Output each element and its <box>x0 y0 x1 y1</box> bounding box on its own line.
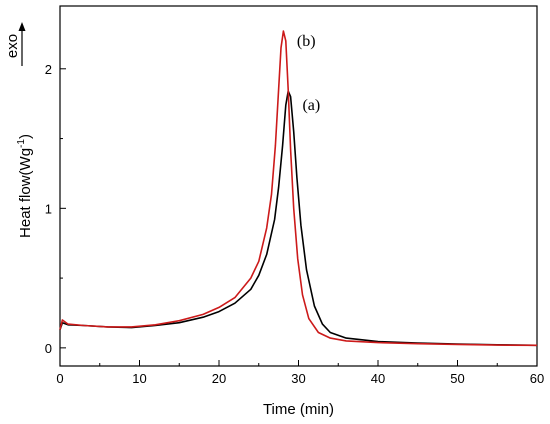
y-tick-label: 2 <box>45 62 52 77</box>
y-tick-label: 0 <box>45 341 52 356</box>
svg-text:Heat flow(Wg-1): Heat flow(Wg-1) <box>16 134 34 238</box>
series-line-0 <box>59 90 538 347</box>
exo-arrow-head <box>18 22 26 31</box>
y-axis-title: Heat flow(Wg-1) <box>16 134 34 238</box>
x-tick-label: 30 <box>291 371 305 386</box>
series-layer <box>59 30 538 347</box>
x-tick-label: 20 <box>212 371 226 386</box>
y-axis-title-superscript: -1 <box>16 139 27 148</box>
x-tick-label: 0 <box>56 371 63 386</box>
y-axis-title-main: Heat flow(Wg <box>17 148 34 238</box>
x-axis-title: Time (min) <box>263 401 334 418</box>
x-tick-label: 50 <box>450 371 464 386</box>
plot-frame <box>59 5 538 367</box>
curve-annotation: (a) <box>302 97 320 114</box>
x-tick-label: 60 <box>530 371 544 386</box>
x-tick-label: 10 <box>132 371 146 386</box>
annotation-layer: (b) (a) <box>297 33 320 114</box>
x-tick-label: 40 <box>371 371 385 386</box>
series-line-1 <box>59 30 538 347</box>
exo-label: exo <box>4 34 21 58</box>
y-tick-label: 1 <box>45 201 52 216</box>
exo-indicator: exo <box>4 22 26 66</box>
y-axis-title-close: ) <box>17 134 34 139</box>
curve-annotation: (b) <box>297 33 316 50</box>
ticks-layer: 0 10 20 30 40 50 60 0 1 2 <box>45 62 544 386</box>
